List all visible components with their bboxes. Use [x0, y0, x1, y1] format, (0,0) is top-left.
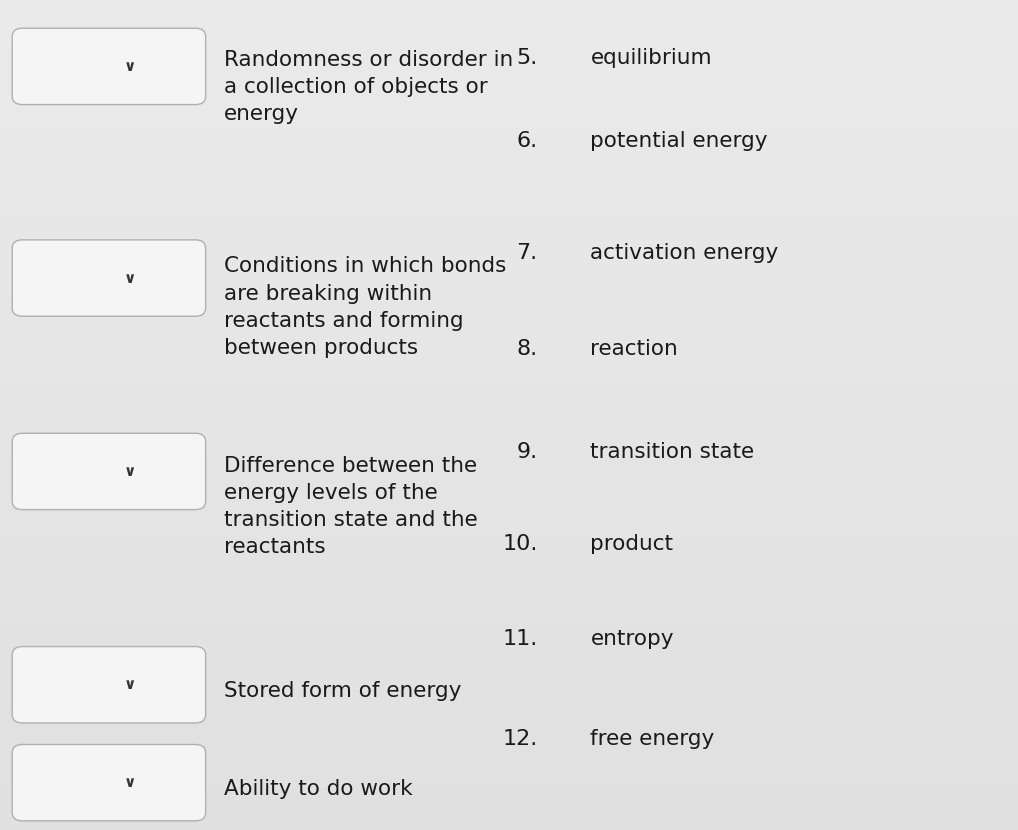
Text: Difference between the
energy levels of the
transition state and the
reactants: Difference between the energy levels of …	[224, 456, 477, 557]
Text: reaction: reaction	[590, 339, 678, 359]
Text: free energy: free energy	[590, 729, 715, 749]
Text: product: product	[590, 534, 674, 554]
Text: transition state: transition state	[590, 442, 754, 462]
Text: ∨: ∨	[123, 775, 135, 790]
Text: 11.: 11.	[502, 629, 538, 649]
Text: 5.: 5.	[516, 48, 538, 68]
Text: ∨: ∨	[123, 271, 135, 286]
Text: Ability to do work: Ability to do work	[224, 779, 412, 798]
FancyBboxPatch shape	[12, 240, 206, 316]
Text: 10.: 10.	[502, 534, 538, 554]
Text: 9.: 9.	[516, 442, 538, 462]
Text: activation energy: activation energy	[590, 243, 779, 263]
Text: 6.: 6.	[516, 131, 538, 151]
Text: 8.: 8.	[516, 339, 538, 359]
Text: ∨: ∨	[123, 59, 135, 74]
Text: Randomness or disorder in
a collection of objects or
energy: Randomness or disorder in a collection o…	[224, 50, 513, 124]
Text: equilibrium: equilibrium	[590, 48, 712, 68]
FancyBboxPatch shape	[12, 647, 206, 723]
FancyBboxPatch shape	[12, 28, 206, 105]
FancyBboxPatch shape	[12, 433, 206, 510]
Text: Conditions in which bonds
are breaking within
reactants and forming
between prod: Conditions in which bonds are breaking w…	[224, 256, 506, 358]
Text: potential energy: potential energy	[590, 131, 768, 151]
Text: entropy: entropy	[590, 629, 674, 649]
Text: 7.: 7.	[516, 243, 538, 263]
FancyBboxPatch shape	[12, 745, 206, 821]
Text: 12.: 12.	[502, 729, 538, 749]
Text: Stored form of energy: Stored form of energy	[224, 681, 461, 701]
Text: ∨: ∨	[123, 464, 135, 479]
Text: ∨: ∨	[123, 677, 135, 692]
